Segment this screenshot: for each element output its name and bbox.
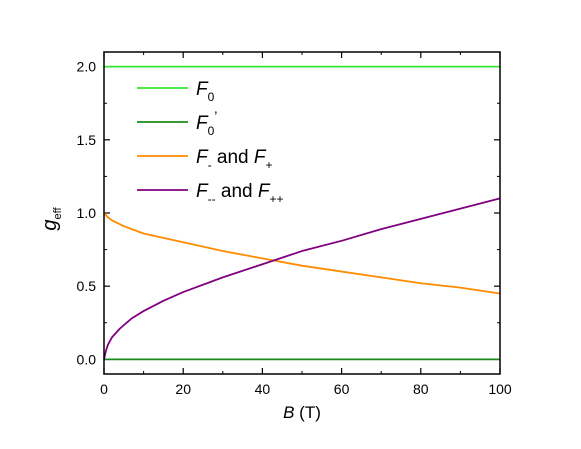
plot-lines [103, 65, 501, 361]
series-line-4 [103, 197, 501, 360]
y-tick-label: 0.0 [77, 351, 97, 367]
y-axis-ticks: 0.0 0.5 1.0 1.5 2.0 [77, 59, 500, 367]
x-tick-label: 20 [175, 381, 191, 397]
legend-label-3: F- and F+ [196, 147, 273, 172]
x-axis-label: B (T) [283, 403, 321, 422]
y-axis-label-main: g [39, 219, 61, 230]
x-axis-ticks: 0 20 40 60 80 100 [100, 52, 512, 397]
legend-label-2: F0’ [196, 108, 217, 138]
x-axis-label-variable: B [283, 403, 294, 422]
y-tick-label: 2.0 [77, 59, 97, 75]
y-tick-label: 1.0 [77, 205, 97, 221]
legend-label-1: F0 [196, 79, 215, 104]
legend: F0 F0’ F- and F+ F-- and F++ [137, 79, 284, 206]
y-tick-label: 0.5 [77, 278, 97, 294]
x-tick-label: 80 [413, 381, 429, 397]
legend-label-4: F-- and F++ [196, 181, 284, 206]
y-axis-label: geff [39, 206, 64, 230]
y-tick-label: 1.5 [77, 132, 97, 148]
x-tick-label: 60 [334, 381, 350, 397]
series-line-3 [103, 212, 501, 295]
x-tick-label: 100 [488, 381, 512, 397]
x-tick-label: 40 [255, 381, 271, 397]
x-axis-label-unit: (T) [294, 403, 320, 422]
plot-frame [103, 51, 501, 375]
x-tick-label: 0 [100, 381, 108, 397]
y-axis-label-sub: eff [52, 206, 64, 219]
